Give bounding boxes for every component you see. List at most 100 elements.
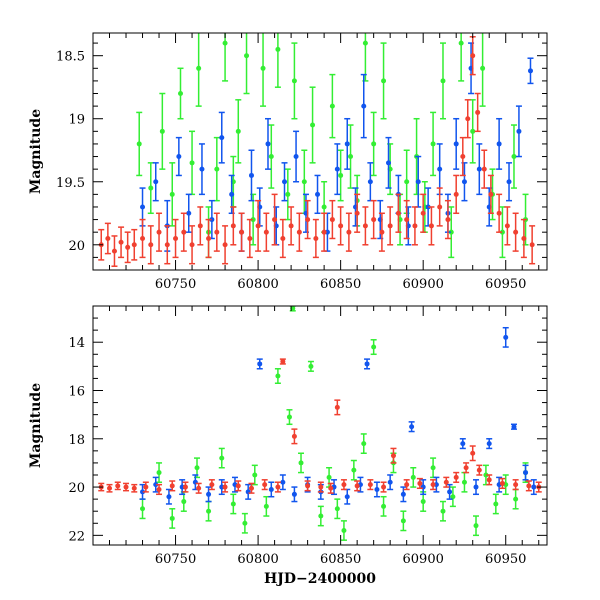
green-marker <box>371 141 377 147</box>
red-marker <box>169 483 175 489</box>
red-marker <box>262 482 268 488</box>
red-marker <box>173 235 179 241</box>
red-point <box>279 218 286 259</box>
red-marker <box>445 217 451 223</box>
green-marker <box>404 179 410 185</box>
blue-point <box>198 143 205 196</box>
blue-point <box>291 486 298 503</box>
red-point <box>222 225 229 265</box>
red-point <box>453 471 460 483</box>
red-marker <box>272 217 278 223</box>
red-point <box>142 481 149 493</box>
blue-point <box>334 143 341 196</box>
green-marker <box>148 185 154 191</box>
series-red <box>98 36 536 267</box>
blue-marker <box>315 191 321 197</box>
blue-point <box>281 162 288 202</box>
blue-marker <box>473 484 479 490</box>
red-marker <box>526 483 532 489</box>
green-point <box>492 493 499 515</box>
red-marker <box>428 223 434 229</box>
blue-point <box>152 162 159 202</box>
green-marker <box>252 472 258 478</box>
red-point <box>261 479 268 491</box>
green-marker <box>250 217 256 223</box>
red-marker <box>329 217 335 223</box>
blue-point <box>473 479 480 496</box>
blue-marker <box>437 166 443 172</box>
blue-marker <box>209 217 215 223</box>
blue-marker <box>531 484 537 490</box>
red-point <box>370 199 377 240</box>
red-marker <box>313 235 319 241</box>
red-point <box>246 218 253 259</box>
red-point <box>124 231 131 264</box>
green-point <box>370 111 377 177</box>
green-marker <box>458 40 464 46</box>
green-point <box>449 486 456 508</box>
red-marker <box>475 109 481 115</box>
green-point <box>360 433 367 455</box>
red-point <box>420 193 427 233</box>
green-point <box>439 42 446 120</box>
chart-panel-1: 60750 60800 60850 60900 60950 18.5 19 19.5 20 Mag… <box>28 32 548 292</box>
red-point <box>106 483 113 493</box>
blue-point <box>510 423 517 430</box>
red-point <box>512 212 519 252</box>
red-marker <box>362 223 368 229</box>
blue-marker <box>268 486 274 492</box>
red-marker <box>387 223 393 229</box>
green-marker <box>181 499 187 505</box>
green-marker <box>275 46 281 52</box>
green-marker <box>275 373 281 379</box>
green-point <box>340 520 347 541</box>
red-point <box>403 479 410 491</box>
blue-point <box>385 136 392 189</box>
red-marker <box>341 482 347 488</box>
red-point <box>362 206 369 246</box>
y-tick-label: 19 <box>68 113 85 128</box>
green-point <box>218 447 225 469</box>
blue-point <box>446 483 453 500</box>
x-tick-label: 60950 <box>485 552 526 567</box>
blue-marker <box>248 172 254 178</box>
x-tick-label: 60950 <box>485 277 526 292</box>
red-point <box>525 480 532 492</box>
x-tick-label: 60800 <box>237 552 278 567</box>
green-point <box>159 92 166 170</box>
green-marker <box>511 154 517 160</box>
red-point <box>197 206 204 246</box>
red-marker <box>280 359 286 365</box>
blue-marker <box>282 179 288 185</box>
blue-point <box>515 105 522 158</box>
green-marker <box>450 494 456 500</box>
red-point <box>291 428 298 445</box>
red-point <box>354 193 361 233</box>
green-marker <box>371 344 377 350</box>
red-point <box>380 481 387 493</box>
red-point <box>464 99 471 139</box>
green-marker <box>400 518 406 524</box>
red-marker <box>465 116 471 122</box>
red-marker <box>346 229 352 235</box>
blue-point <box>400 486 407 503</box>
blue-marker <box>344 494 350 500</box>
red-point <box>263 212 270 252</box>
red-marker <box>115 483 121 489</box>
blue-point <box>165 488 172 505</box>
green-marker <box>362 40 368 46</box>
red-marker <box>196 485 202 491</box>
green-point <box>430 111 437 177</box>
plot-frame <box>92 305 548 546</box>
blue-marker <box>386 160 392 166</box>
series-red <box>98 358 542 496</box>
green-marker <box>244 53 250 59</box>
green-point <box>291 42 298 120</box>
green-point <box>380 42 387 120</box>
green-marker <box>214 166 220 172</box>
blue-marker <box>257 361 263 367</box>
red-point <box>235 480 242 492</box>
red-point <box>189 225 196 265</box>
red-point <box>481 149 488 189</box>
green-marker <box>169 191 175 197</box>
